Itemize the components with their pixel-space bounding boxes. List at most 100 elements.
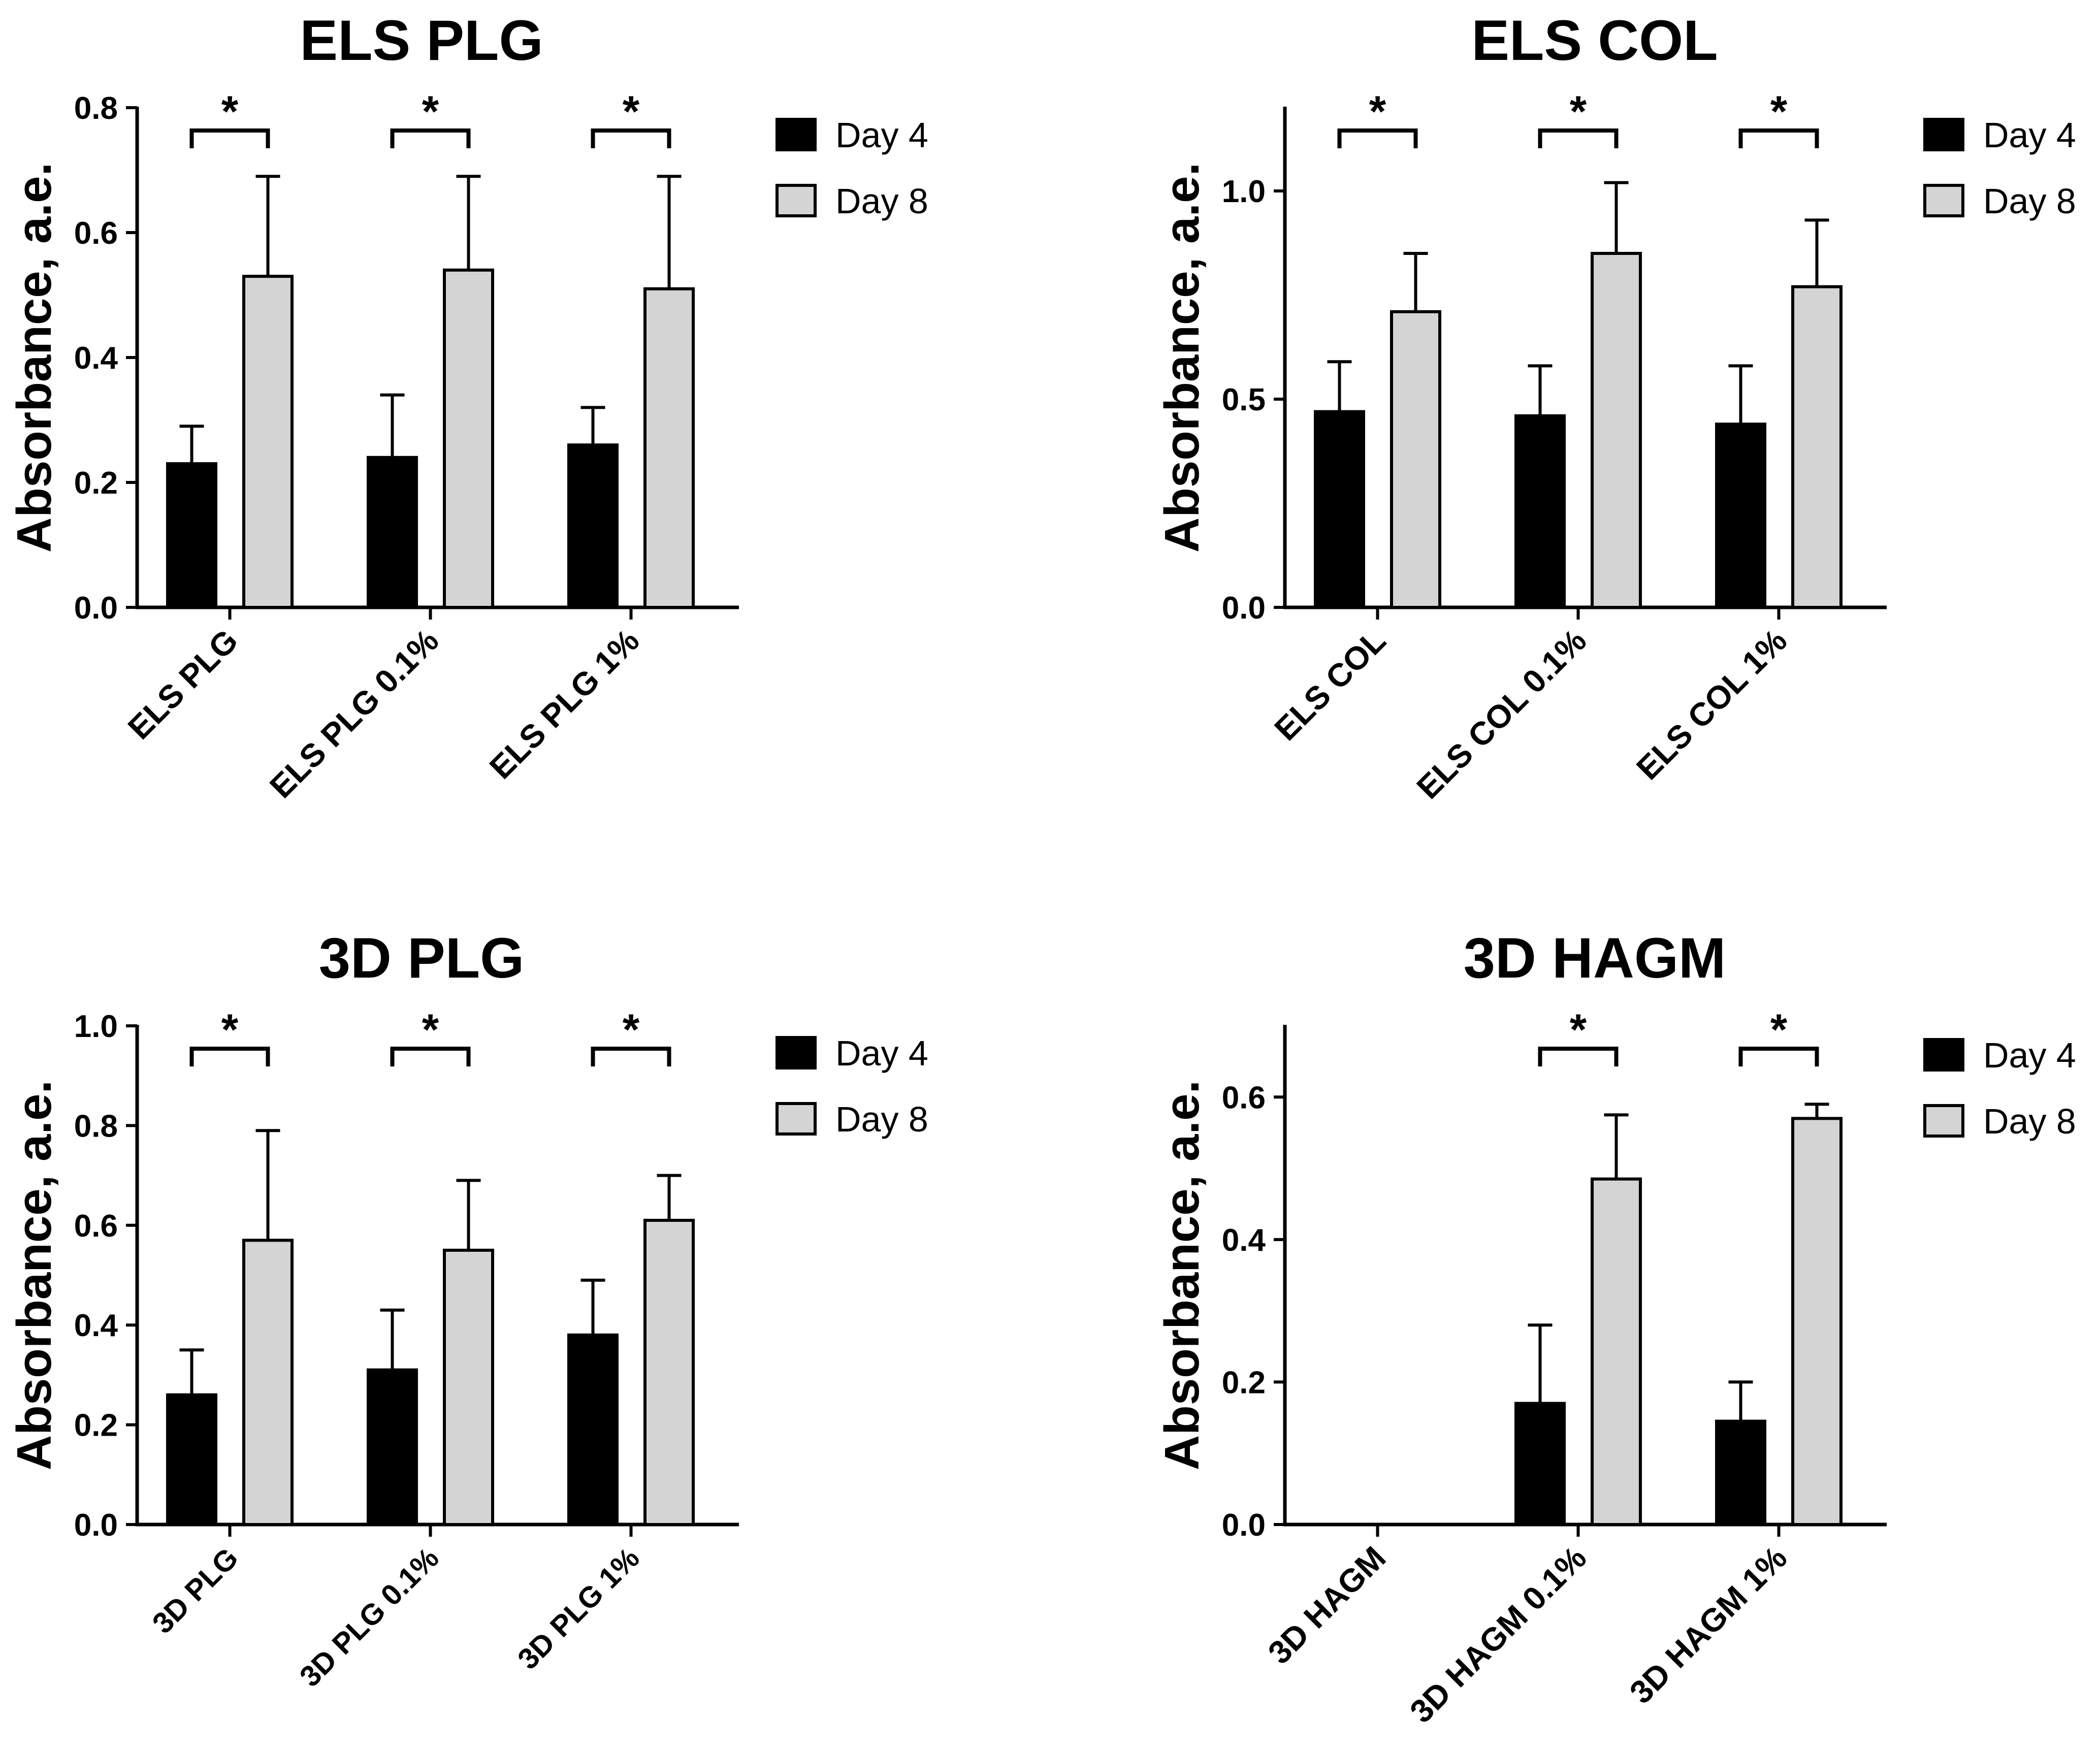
x-tick-label: ELS COL 0.1%: [1409, 622, 1593, 806]
y-tick-label: 0.4: [1222, 1223, 1266, 1258]
x-tick-label: 3D PLG 1%: [511, 1541, 646, 1676]
bar-day-4: [1314, 410, 1365, 609]
legend-swatch-day-4: [776, 118, 817, 151]
significance-star: *: [1770, 1006, 1788, 1054]
y-tick-label: 0.8: [74, 91, 118, 126]
bar-day-8: [1390, 310, 1441, 609]
legend-swatch-day-4: [776, 1036, 817, 1070]
significance-bracket: [1738, 1047, 1819, 1066]
bar-day-4: [1715, 423, 1766, 609]
significance-bracket: [390, 1047, 471, 1066]
y-tick-label: 0.0: [1222, 1508, 1266, 1543]
chart-title: 3D HAGM: [1464, 926, 1726, 990]
significance-star: *: [422, 87, 439, 136]
y-tick-label: 0.0: [1222, 591, 1266, 626]
bar-day-8: [443, 268, 494, 609]
bar-day-8: [443, 1248, 494, 1526]
bar-day-4: [166, 462, 217, 609]
bar-day-4: [1514, 1402, 1566, 1527]
x-tick-label: 3D HAGM 1%: [1623, 1539, 1794, 1711]
legend-swatch-day-4: [1923, 118, 1964, 151]
legend-swatch-day-8: [776, 184, 817, 217]
significance-star: *: [623, 87, 640, 136]
significance-bracket: [1538, 128, 1619, 148]
x-tick-label: ELS PLG: [121, 622, 245, 747]
significance-star: *: [221, 1006, 239, 1054]
y-tick-label: 0.2: [74, 466, 118, 501]
legend-swatch-day-8: [1923, 1104, 1964, 1138]
legend-label: Day 4: [1983, 1035, 2076, 1075]
y-axis-label: Absorbance, a.e.: [7, 1080, 61, 1470]
legend-swatch-day-4: [1923, 1038, 1964, 1072]
x-tick-label: 3D PLG: [146, 1541, 245, 1640]
y-tick-label: 0.0: [74, 1508, 118, 1543]
chart-panel-3: 3D PLG Absorbance, a.e. 0.0 0.2 0.4 0.6 0.8 1.0…: [7, 926, 928, 1693]
bar-day-4: [567, 1333, 619, 1527]
y-tick-label: 0.6: [74, 1209, 118, 1244]
significance-bracket: [1538, 1047, 1619, 1066]
chart-title: 3D PLG: [319, 926, 525, 990]
chart-panel-4: 3D HAGM Absorbance, a.e. 0.0 0.2 0.4 0.6 3D HA…: [1155, 926, 2076, 1730]
y-axis-label: Absorbance, a.e.: [1155, 1080, 1209, 1470]
legend-label: Day 4: [835, 115, 928, 155]
legend-label: Day 4: [835, 1033, 928, 1073]
bar-day-4: [367, 1368, 418, 1527]
legend-label: Day 8: [1983, 181, 2076, 221]
bar-day-8: [1791, 1117, 1843, 1526]
y-tick-label: 0.6: [74, 216, 118, 251]
y-tick-label: 0.2: [74, 1408, 118, 1443]
legend-swatch-day-8: [776, 1102, 817, 1136]
bar-day-8: [1591, 1177, 1642, 1526]
y-tick-label: 1.0: [74, 1009, 118, 1044]
y-tick-label: 1.0: [1222, 174, 1266, 209]
bar-day-4: [567, 443, 619, 609]
chart-title: ELS COL: [1471, 9, 1718, 72]
significance-bracket: [189, 128, 270, 148]
bar-day-4: [166, 1393, 217, 1526]
x-tick-label: 3D HAGM 0.1%: [1403, 1539, 1593, 1730]
x-tick-label: ELS PLG 0.1%: [263, 622, 445, 805]
x-tick-label: 3D HAGM: [1261, 1539, 1393, 1671]
bar-day-4: [1715, 1419, 1766, 1526]
significance-star: *: [1570, 87, 1587, 136]
y-tick-label: 0.5: [1222, 382, 1266, 417]
significance-bracket: [1337, 128, 1418, 148]
bar-day-8: [242, 1239, 294, 1526]
bar-day-4: [367, 456, 418, 609]
y-axis-label: Absorbance, a.e.: [7, 163, 61, 553]
significance-bracket: [591, 128, 671, 148]
significance-star: *: [1369, 87, 1386, 136]
legend-label: Day 8: [835, 181, 928, 221]
significance-star: *: [221, 87, 239, 136]
bar-day-8: [643, 1218, 695, 1526]
significance-bracket: [591, 1047, 671, 1066]
y-tick-label: 0.4: [74, 1308, 118, 1343]
y-tick-label: 0.6: [1222, 1080, 1266, 1115]
legend-swatch-day-8: [1923, 184, 1964, 217]
x-tick-label: ELS COL 1%: [1629, 622, 1794, 787]
y-tick-label: 0.2: [1222, 1365, 1266, 1400]
significance-bracket: [189, 1047, 270, 1066]
significance-star: *: [1570, 1006, 1587, 1054]
significance-star: *: [1770, 87, 1788, 136]
legend-label: Day 4: [1983, 115, 2076, 155]
x-tick-label: ELS COL: [1267, 622, 1393, 748]
bar-day-8: [643, 287, 695, 609]
significance-bracket: [390, 128, 471, 148]
bar-day-8: [1791, 285, 1843, 609]
bar-day-8: [1591, 252, 1642, 609]
legend-label: Day 8: [1983, 1101, 2076, 1141]
legend-label: Day 8: [835, 1099, 928, 1139]
x-tick-label: 3D PLG 0.1%: [294, 1541, 445, 1693]
significance-star: *: [623, 1006, 640, 1054]
bar-day-4: [1514, 414, 1566, 609]
bar-day-8: [242, 275, 294, 609]
chart-title: ELS PLG: [300, 9, 543, 72]
x-tick-label: ELS PLG 1%: [482, 622, 647, 786]
y-axis-label: Absorbance, a.e.: [1155, 163, 1209, 553]
chart-panel-1: ELS PLG Absorbance, a.e. 0.0 0.2 0.4 0.6 0.8 EL…: [7, 9, 928, 805]
significance-star: *: [422, 1006, 439, 1054]
significance-bracket: [1738, 128, 1819, 148]
y-tick-label: 0.8: [74, 1109, 118, 1144]
